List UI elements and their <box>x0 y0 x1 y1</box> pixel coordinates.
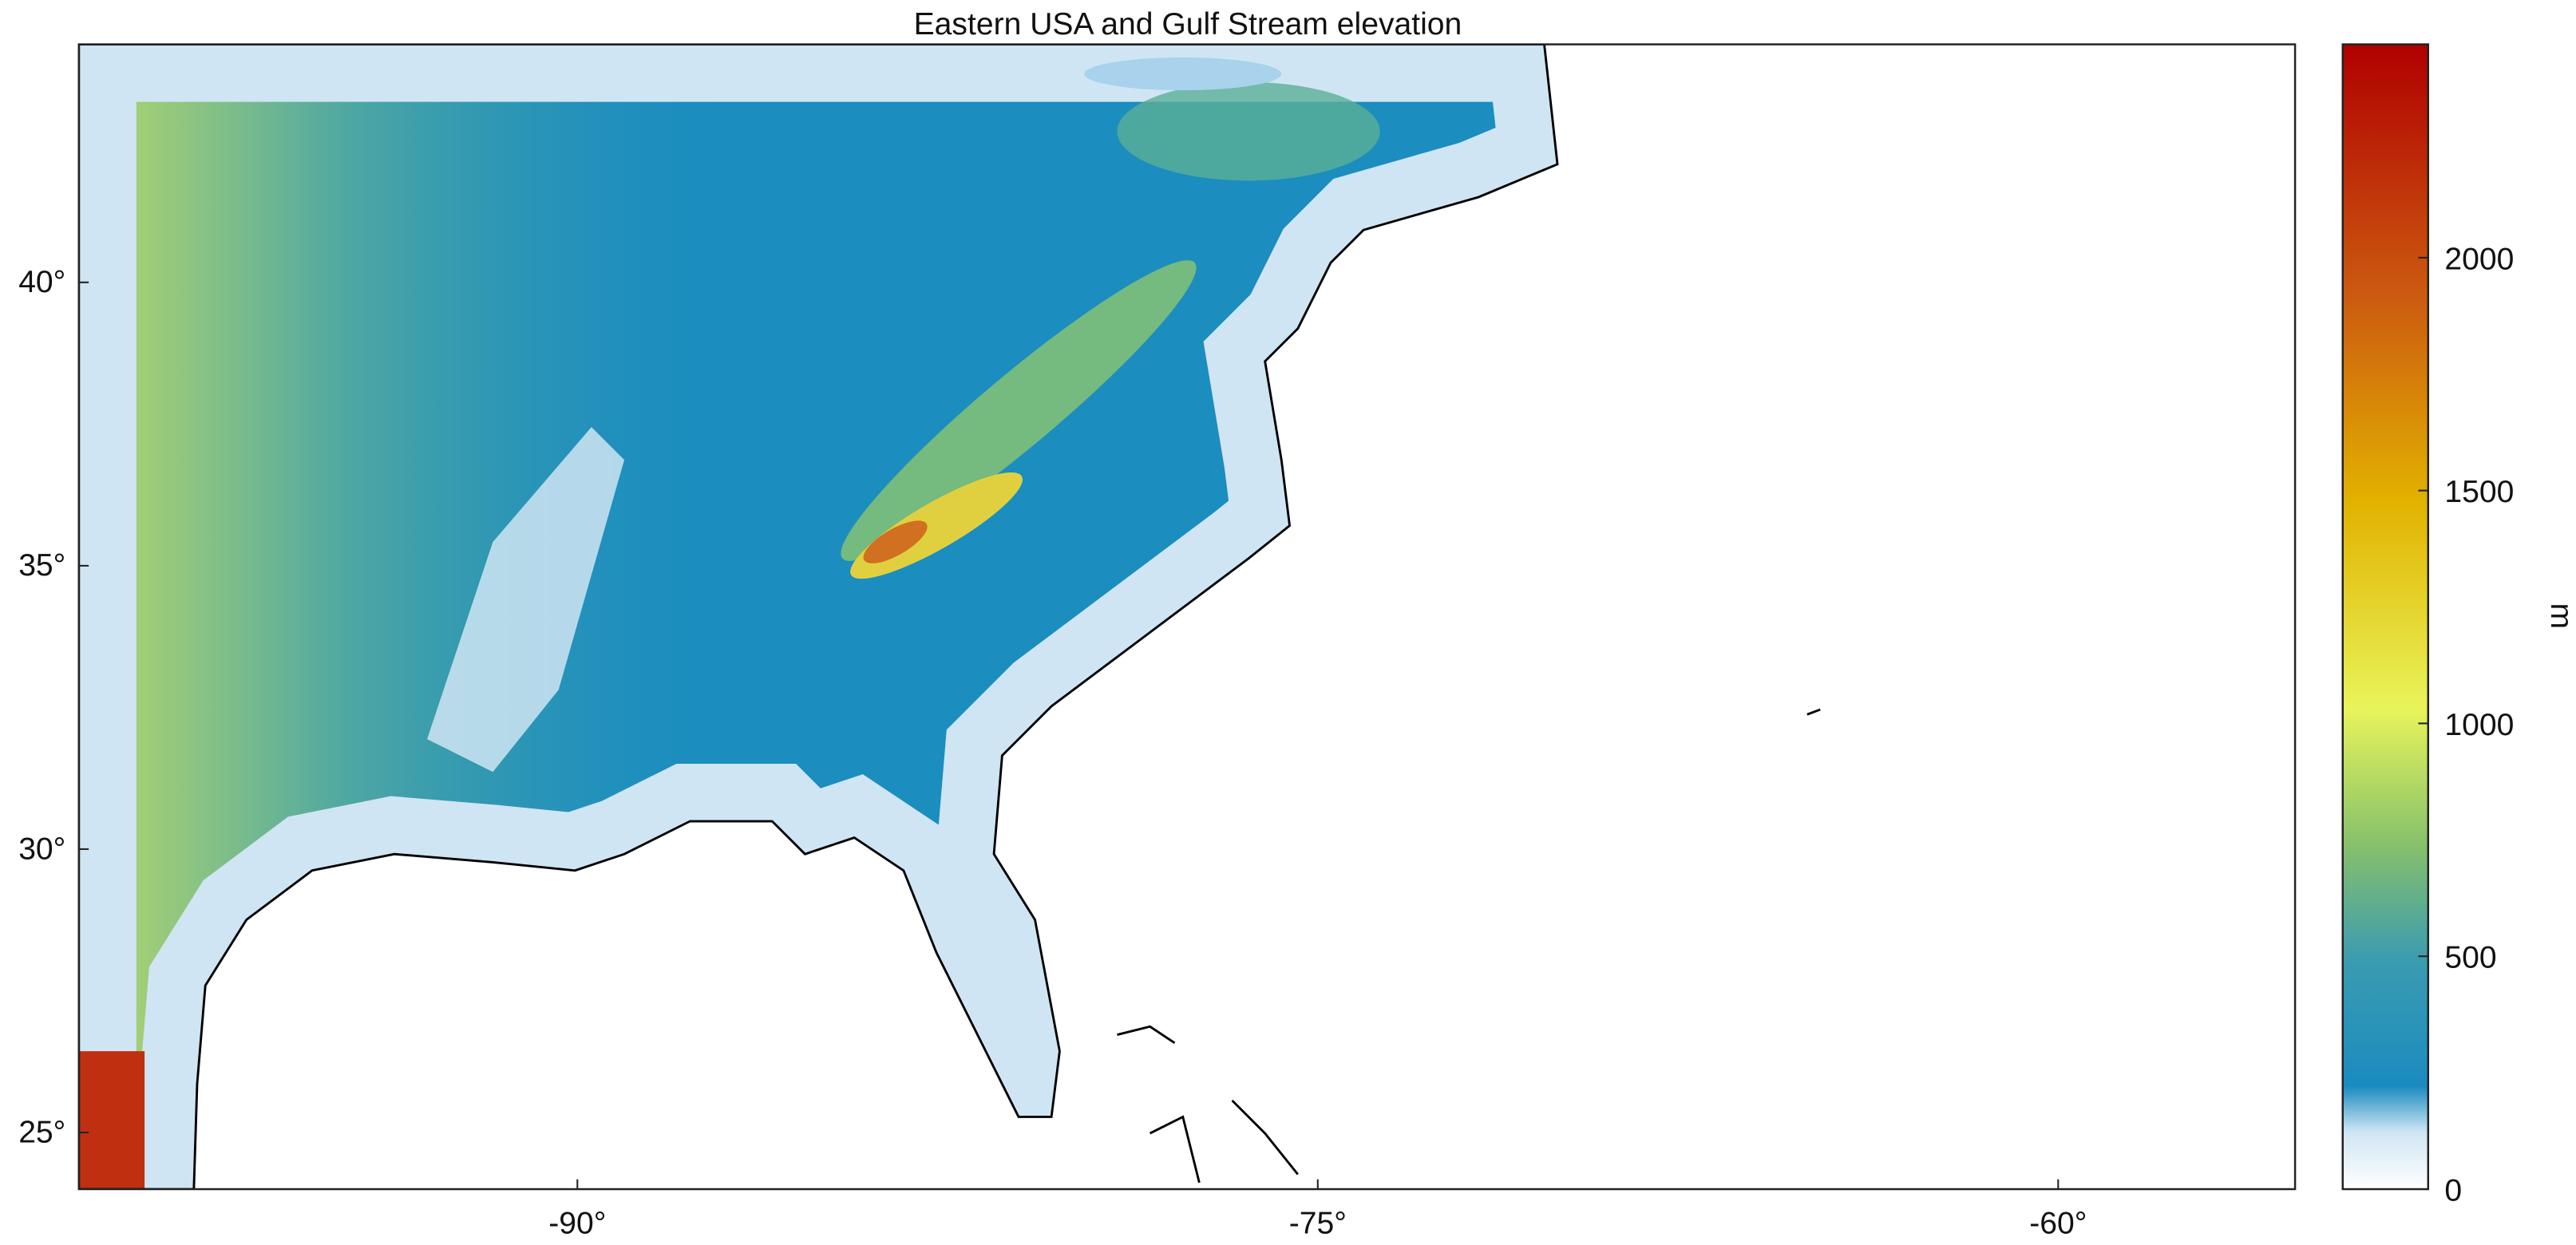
map-title: Eastern USA and Gulf Stream elevation <box>914 7 1462 42</box>
colorbar-tick-label: 500 <box>2444 941 2496 975</box>
x-tick-label: -75° <box>1289 1207 1347 1241</box>
y-tick-label: 40° <box>18 265 65 299</box>
elevation-map <box>78 44 1821 1190</box>
colorbar-tick-label: 1500 <box>2444 475 2514 509</box>
colorbar-label: m <box>2544 603 2576 629</box>
y-tick-label: 30° <box>18 832 65 866</box>
colorbar-tick-label: 1000 <box>2444 708 2514 742</box>
colorbar <box>2341 43 2430 1191</box>
y-tick-label: 25° <box>18 1115 65 1149</box>
colorbar-tick-label: 2000 <box>2444 242 2514 276</box>
map-frame <box>77 43 2297 1191</box>
colorbar-tick-label: 0 <box>2444 1173 2462 1207</box>
y-tick-label: 35° <box>18 548 65 583</box>
x-tick-label: -90° <box>548 1207 606 1241</box>
x-tick-label: -60° <box>2029 1207 2087 1241</box>
